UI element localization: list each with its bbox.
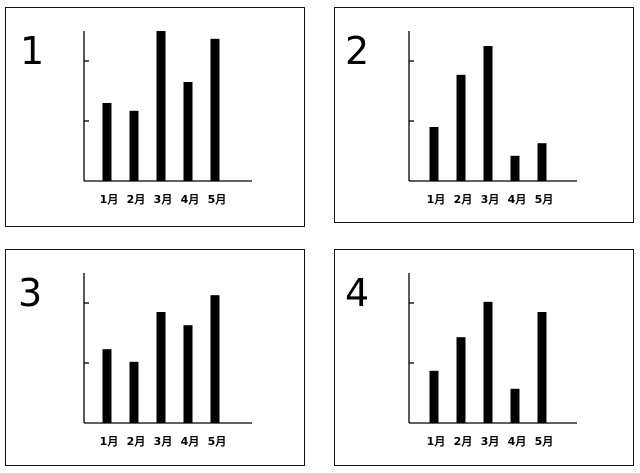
x-tick-label: 4月 [181, 193, 200, 206]
chart-panel-3: 3 1月 2月 3月 4月 5月 [5, 249, 305, 466]
x-tick-label: 5月 [535, 435, 554, 448]
x-tick-label: 2月 [127, 435, 146, 448]
bar [510, 155, 520, 181]
bar [456, 337, 466, 423]
bar-chart: 1月 2月 3月 4月 5月 [408, 273, 577, 448]
panel-number: 3 [18, 271, 43, 315]
bar [537, 312, 547, 423]
x-tick-label: 5月 [535, 193, 554, 206]
bar [456, 74, 466, 181]
x-tick-label: 3月 [154, 435, 173, 448]
bar [210, 295, 220, 423]
chart-panel-2: 2 1月 2月 3月 4月 5月 [334, 7, 634, 223]
x-tick-label: 2月 [454, 435, 473, 448]
chart-panel-1: 1 1月 2月 3月 4月 5月 [5, 7, 305, 227]
x-tick-label: 1月 [100, 193, 119, 206]
bar [156, 31, 166, 181]
x-tick-label: 1月 [427, 435, 446, 448]
bar [102, 103, 112, 181]
panel-number: 2 [345, 29, 370, 73]
panel-number: 4 [345, 271, 370, 315]
x-tick-label: 1月 [427, 193, 446, 206]
bar [183, 325, 193, 423]
bar-chart: 1月 2月 3月 4月 5月 [83, 31, 252, 206]
x-tick-label: 5月 [208, 193, 227, 206]
x-tick-label: 4月 [181, 435, 200, 448]
x-tick-label: 4月 [508, 193, 527, 206]
x-tick-label: 3月 [481, 435, 500, 448]
bar [102, 349, 112, 423]
bar-chart: 1月 2月 3月 4月 5月 [83, 273, 252, 448]
x-tick-label: 2月 [454, 193, 473, 206]
x-tick-label: 2月 [127, 193, 146, 206]
bar [429, 127, 439, 181]
x-tick-label: 1月 [100, 435, 119, 448]
bar [156, 312, 166, 423]
bar [483, 301, 493, 423]
bar [183, 82, 193, 181]
x-tick-label: 3月 [154, 193, 173, 206]
bar [510, 388, 520, 423]
bar [210, 38, 220, 181]
x-tick-label: 4月 [508, 435, 527, 448]
bar [129, 110, 139, 181]
panel-number: 1 [20, 29, 45, 73]
bar [129, 361, 139, 423]
bar [429, 370, 439, 423]
bar-chart: 1月 2月 3月 4月 5月 [408, 31, 577, 206]
x-tick-label: 5月 [208, 435, 227, 448]
chart-panel-4: 4 1月 2月 3月 4月 5月 [334, 249, 634, 466]
x-tick-label: 3月 [481, 193, 500, 206]
bar [483, 46, 493, 181]
bar [537, 143, 547, 181]
